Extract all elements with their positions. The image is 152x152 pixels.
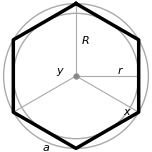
Text: a: a [42, 143, 49, 152]
Text: x: x [123, 107, 130, 117]
Text: y: y [57, 66, 63, 76]
Text: R: R [81, 36, 89, 46]
Text: r: r [117, 66, 122, 76]
